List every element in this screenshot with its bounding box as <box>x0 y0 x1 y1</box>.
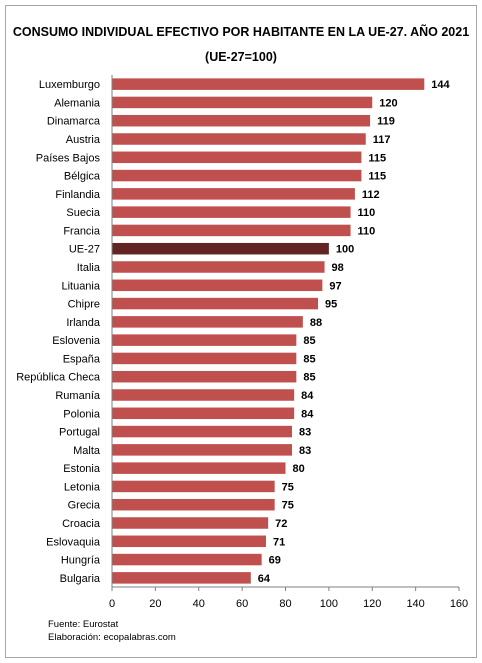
category-label-13: Irlanda <box>66 317 101 329</box>
value-label-14: 85 <box>303 335 315 347</box>
category-label-27: Bulgaria <box>60 573 101 585</box>
bar-2 <box>112 114 371 127</box>
category-label-26: Hungría <box>61 555 101 567</box>
bar-27 <box>112 572 251 584</box>
x-tick-label-6: 120 <box>363 598 381 610</box>
category-label-11: Lituania <box>61 280 100 292</box>
bar-15 <box>112 352 297 365</box>
bar-17 <box>112 389 295 401</box>
bar-3 <box>112 133 366 145</box>
value-label-24: 72 <box>275 518 287 530</box>
value-label-15: 85 <box>303 353 315 365</box>
bar-18 <box>112 407 295 420</box>
bar-11 <box>112 279 323 292</box>
source-note: Fuente: Eurostat <box>48 619 119 630</box>
category-label-18: Polonia <box>63 408 101 420</box>
category-label-1: Alemania <box>54 97 101 109</box>
category-label-21: Estonia <box>63 463 101 475</box>
category-label-0: Luxemburgo <box>39 79 100 91</box>
value-label-7: 110 <box>358 207 376 219</box>
value-label-9: 100 <box>336 244 354 256</box>
bar-22 <box>112 480 275 493</box>
value-label-23: 75 <box>282 500 294 512</box>
bar-1 <box>112 96 373 109</box>
credit-note: Elaboración: ecopalabras.com <box>48 632 176 643</box>
value-label-0: 144 <box>431 79 450 91</box>
value-label-2: 119 <box>377 116 395 128</box>
bar-26 <box>112 553 262 566</box>
value-label-17: 84 <box>301 390 314 402</box>
bar-9 <box>112 242 329 255</box>
category-label-3: Austria <box>66 134 101 146</box>
value-label-13: 88 <box>310 317 322 329</box>
bar-14 <box>112 334 297 346</box>
value-label-27: 64 <box>258 573 271 585</box>
value-label-6: 112 <box>362 189 380 201</box>
value-label-4: 115 <box>368 152 386 164</box>
category-label-5: Bélgica <box>64 171 101 183</box>
category-label-15: España <box>63 353 101 365</box>
value-label-12: 95 <box>325 299 337 311</box>
category-label-17: Rumanía <box>55 390 101 402</box>
category-label-12: Chipre <box>68 299 100 311</box>
category-label-4: Países Bajos <box>36 152 101 164</box>
bar-21 <box>112 462 286 474</box>
category-label-20: Malta <box>73 445 101 457</box>
value-label-25: 71 <box>273 536 285 548</box>
chart-title: CONSUMO INDIVIDUAL EFECTIVO POR HABITANT… <box>12 25 470 39</box>
category-label-19: Portugal <box>59 427 100 439</box>
category-label-2: Dinamarca <box>47 116 101 128</box>
bar-5 <box>112 169 362 182</box>
bar-16 <box>112 370 297 383</box>
x-tick-label-5: 100 <box>320 598 338 610</box>
category-label-16: República Checa <box>16 372 101 384</box>
value-label-20: 83 <box>299 445 311 457</box>
category-label-23: Grecia <box>68 500 101 512</box>
bar-10 <box>112 261 325 273</box>
value-label-3: 117 <box>373 134 391 146</box>
category-label-9: UE-27 <box>69 244 100 256</box>
category-label-6: Finlandia <box>55 189 101 201</box>
bar-8 <box>112 224 351 237</box>
value-label-19: 83 <box>299 427 311 439</box>
chart-subtitle: (UE-27=100) <box>205 50 277 64</box>
category-label-25: Eslovaquia <box>46 536 101 548</box>
value-label-22: 75 <box>282 481 294 493</box>
bar-0 <box>112 78 425 90</box>
value-label-21: 80 <box>293 463 305 475</box>
category-label-24: Croacia <box>62 518 101 530</box>
bar-7 <box>112 206 351 218</box>
value-label-10: 98 <box>332 262 344 274</box>
x-tick-label-1: 20 <box>149 598 161 610</box>
value-label-1: 120 <box>379 97 397 109</box>
bar-4 <box>112 151 362 164</box>
x-tick-label-4: 80 <box>279 598 291 610</box>
x-tick-label-8: 160 <box>450 598 468 610</box>
value-label-16: 85 <box>303 372 315 384</box>
bar-23 <box>112 498 275 511</box>
bar-25 <box>112 535 266 548</box>
bar-6 <box>112 188 355 200</box>
chart-frame <box>5 5 477 658</box>
value-label-11: 97 <box>329 280 341 292</box>
category-label-14: Eslovenia <box>52 335 101 347</box>
bar-20 <box>112 444 293 456</box>
value-label-26: 69 <box>269 555 281 567</box>
x-tick-label-0: 0 <box>109 598 115 610</box>
bar-19 <box>112 425 293 438</box>
value-label-5: 115 <box>368 171 386 183</box>
x-tick-label-2: 40 <box>193 598 205 610</box>
value-label-18: 84 <box>301 408 314 420</box>
category-label-8: Francia <box>63 225 101 237</box>
x-tick-label-7: 140 <box>406 598 424 610</box>
value-label-8: 110 <box>358 225 376 237</box>
bar-24 <box>112 517 269 529</box>
bar-12 <box>112 297 319 310</box>
category-label-22: Letonia <box>64 481 101 493</box>
x-tick-label-3: 60 <box>236 598 248 610</box>
bar-13 <box>112 316 303 328</box>
category-label-10: Italia <box>77 262 101 274</box>
category-label-7: Suecia <box>66 207 101 219</box>
